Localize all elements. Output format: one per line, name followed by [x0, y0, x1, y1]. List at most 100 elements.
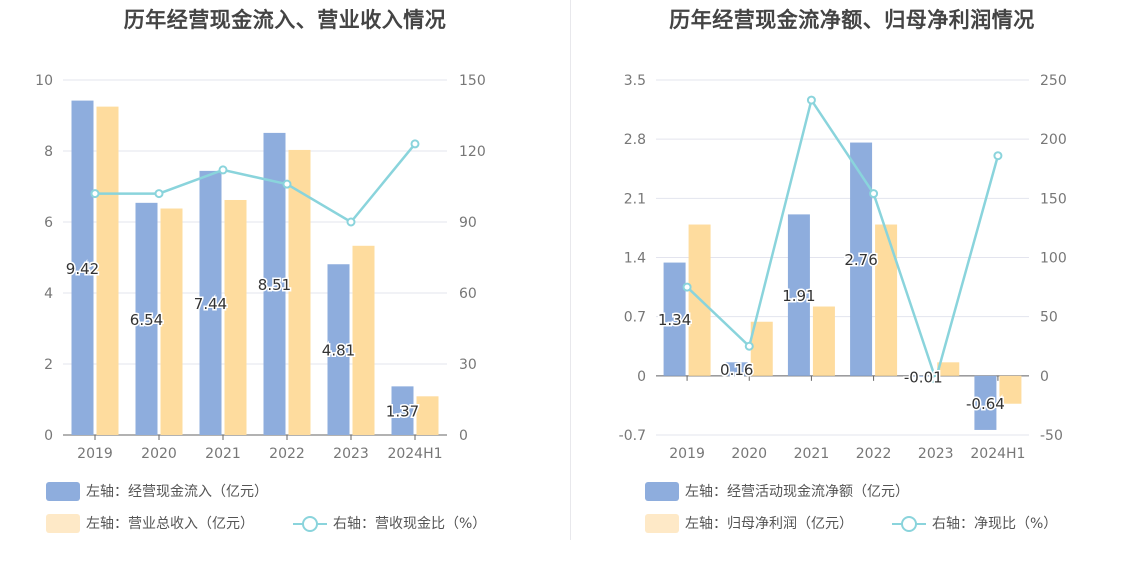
- bar-data-label: -0.01: [904, 368, 943, 386]
- category-label: 2019: [669, 446, 705, 462]
- ratio-point-2021[interactable]: [806, 95, 816, 105]
- legend-line-icon: [293, 514, 327, 533]
- category-label: 2022: [269, 446, 305, 462]
- left-axis-tick-label: 2.8: [624, 132, 646, 148]
- bar-2-2020[interactable]: [750, 321, 773, 376]
- right-axis-tick-label: 50: [1040, 310, 1058, 326]
- category-label: 2023: [333, 446, 369, 462]
- bar-data-label: 7.44: [194, 295, 227, 313]
- left-axis-tick-label: 4: [44, 286, 53, 302]
- ratio-point-2024H1[interactable]: [993, 151, 1003, 161]
- legend-item-line[interactable]: 右轴：营收现金比（%）: [293, 513, 486, 533]
- left-axis-tick-label: 1.4: [624, 251, 646, 267]
- chart-panel-netcash-profit: 历年经营现金流净额、归母净利润情况 -0.7 -50 0 0 0.7 50 1.4 100 2.…: [570, 0, 1134, 582]
- bar-2-2023[interactable]: [352, 245, 375, 435]
- left-axis-tick-label: -0.7: [619, 428, 646, 444]
- bar-data-label: 4.81: [322, 342, 355, 360]
- left-axis-tick-label: 8: [44, 144, 53, 160]
- bar-1-2021[interactable]: [787, 214, 810, 376]
- left-axis-tick-label: 0: [44, 428, 53, 444]
- legend-label: 左轴：经营现金流入（亿元）: [86, 484, 268, 500]
- bar-2-2022[interactable]: [288, 149, 311, 435]
- bar-2-2019[interactable]: [96, 106, 119, 435]
- bar-data-label: 9.42: [66, 260, 99, 278]
- chart-plot: 0 0 2 30 4 60 6 90 8 120 10 150 2019 2020 2021 2022 2023…: [35, 73, 486, 462]
- bar-1-2024H1[interactable]: [974, 375, 997, 430]
- left-axis-tick-label: 2: [44, 357, 53, 373]
- legend-item-bar2[interactable]: 左轴：归母净利润（亿元）: [645, 513, 853, 533]
- bar-1-2019[interactable]: [663, 262, 686, 376]
- bar-data-label: 1.37: [386, 403, 419, 421]
- right-axis-tick-label: 0: [1040, 369, 1049, 385]
- bar-1-2022[interactable]: [263, 132, 286, 435]
- category-label: 2024H1: [387, 446, 442, 462]
- bar-data-label: 1.91: [782, 287, 815, 305]
- bar-data-label: 2.76: [844, 251, 877, 269]
- legend-label: 左轴：营业总收入（亿元）: [86, 516, 254, 532]
- ratio-point-2022[interactable]: [282, 179, 292, 189]
- chart-title: 历年经营现金流净额、归母净利润情况: [669, 8, 1035, 32]
- legend-label: 右轴：净现比（%）: [932, 516, 1058, 532]
- bar-1-2020[interactable]: [725, 362, 748, 376]
- bar-data-label: 1.34: [658, 311, 691, 329]
- left-axis-tick-label: 0.7: [624, 310, 646, 326]
- legend-label: 左轴：归母净利润（亿元）: [685, 516, 853, 532]
- bar-data-label: -0.64: [966, 395, 1005, 413]
- ratio-line: [686, 97, 1000, 384]
- category-label: 2021: [794, 446, 830, 462]
- ratio-point-2022[interactable]: [869, 189, 879, 199]
- right-axis-tick-label: 150: [459, 73, 486, 89]
- bar-1-2021[interactable]: [199, 170, 222, 435]
- left-axis-tick-label: 2.1: [624, 191, 646, 207]
- right-axis-tick-label: 100: [1040, 251, 1067, 267]
- bar-1-2020[interactable]: [135, 202, 158, 435]
- legend-swatch-bar2: [46, 513, 80, 533]
- bar-data-label: 6.54: [130, 311, 163, 329]
- bar-2-2020[interactable]: [160, 208, 183, 435]
- ratio-point-2023[interactable]: [931, 374, 941, 384]
- right-axis-tick-label: 90: [459, 215, 477, 231]
- right-axis-tick-label: 60: [459, 286, 477, 302]
- category-label: 2021: [205, 446, 241, 462]
- left-axis-tick-label: 6: [44, 215, 53, 231]
- ratio-point-2024H1[interactable]: [410, 139, 420, 149]
- chart-plot: -0.7 -50 0 0 0.7 50 1.4 100 2.1 150 2.8 200 3.5 250 20…: [619, 73, 1067, 462]
- bar-2-2024H1[interactable]: [416, 396, 439, 435]
- ratio-point-2021[interactable]: [218, 165, 228, 175]
- right-axis-tick-label: -50: [1040, 428, 1063, 444]
- bar-1-2024H1[interactable]: [391, 386, 414, 435]
- ratio-point-2020[interactable]: [154, 189, 164, 199]
- legend-item-bar2[interactable]: 左轴：营业总收入（亿元）: [46, 513, 254, 533]
- left-axis-tick-label: 10: [35, 73, 53, 89]
- ratio-point-2019[interactable]: [90, 189, 100, 199]
- legend-item-bar1[interactable]: 左轴：经营活动现金流净额（亿元）: [645, 481, 909, 501]
- bar-1-2019[interactable]: [71, 100, 94, 435]
- left-axis-tick-label: 3.5: [624, 73, 646, 89]
- bar-2-2023[interactable]: [937, 362, 960, 376]
- bar-2-2021[interactable]: [224, 199, 247, 435]
- category-label: 2022: [856, 446, 892, 462]
- legend-label: 左轴：经营活动现金流净额（亿元）: [685, 484, 909, 500]
- legend-swatch-bar1: [645, 481, 679, 501]
- bar-2-2022[interactable]: [875, 224, 898, 376]
- bar-2-2024H1[interactable]: [999, 375, 1022, 404]
- ratio-point-2020[interactable]: [744, 341, 754, 351]
- legend-label: 右轴：营收现金比（%）: [333, 516, 487, 532]
- ratio-point-2019[interactable]: [682, 282, 692, 292]
- panel-divider: [570, 0, 571, 540]
- legend-swatch-bar2: [645, 513, 679, 533]
- bar-data-label: 0.16: [720, 361, 753, 379]
- right-axis-tick-label: 200: [1040, 132, 1067, 148]
- bar-2-2021[interactable]: [812, 306, 835, 376]
- legend-item-line[interactable]: 右轴：净现比（%）: [892, 513, 1057, 533]
- category-label: 2020: [141, 446, 177, 462]
- bar-1-2023[interactable]: [327, 264, 350, 435]
- legend-swatch-bar1: [46, 481, 80, 501]
- ratio-point-2023[interactable]: [346, 217, 356, 227]
- chart-title: 历年经营现金流入、营业收入情况: [123, 8, 447, 32]
- legend-item-bar1[interactable]: 左轴：经营现金流入（亿元）: [46, 481, 268, 501]
- left-axis-tick-label: 0: [637, 369, 646, 385]
- bar-1-2023[interactable]: [912, 375, 935, 377]
- bar-1-2022[interactable]: [850, 142, 873, 376]
- category-label: 2023: [918, 446, 954, 462]
